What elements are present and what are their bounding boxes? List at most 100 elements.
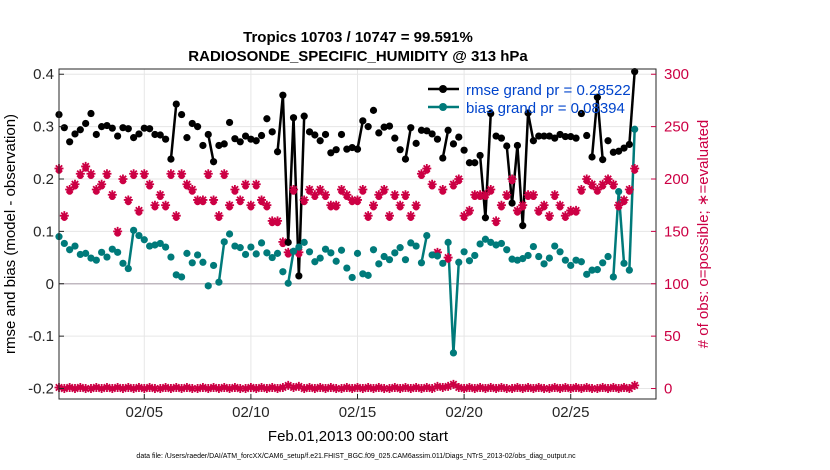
bias-segment: [452, 262, 461, 353]
obs-possible-marker: [358, 384, 368, 394]
obs-evaluated-marker: [455, 177, 462, 185]
rmse-marker: [183, 134, 191, 142]
obs-evaluated-marker: [620, 198, 628, 206]
obs-evaluated-marker: [599, 183, 606, 190]
obs-possible-marker: [576, 384, 586, 394]
obs-possible-marker: [331, 384, 341, 394]
obs-possible-marker: [347, 384, 357, 394]
obs-possible-marker: [267, 382, 277, 392]
x-tick-label: 02/10: [232, 404, 270, 421]
bias-marker: [375, 260, 383, 268]
y-right-tick-label: 300: [664, 66, 689, 83]
y-right-tick-label: 150: [664, 223, 689, 240]
bias-marker: [369, 246, 378, 254]
obs-evaluated-marker: [61, 214, 68, 221]
legend-bias-marker: [439, 103, 447, 111]
obs-evaluated-marker: [471, 193, 478, 201]
bias-marker: [199, 258, 207, 266]
rmse-marker: [199, 141, 207, 150]
bias-marker: [188, 259, 196, 267]
obs-evaluated-marker: [226, 204, 233, 211]
rmse-marker: [193, 123, 202, 131]
bias-marker: [561, 256, 569, 264]
bias-marker: [407, 239, 415, 247]
obs-evaluated-marker: [343, 193, 351, 201]
rmse-marker: [124, 125, 132, 133]
obs-possible-marker: [454, 382, 464, 392]
obs-possible-marker: [315, 382, 325, 392]
obs-possible-marker: [97, 384, 107, 394]
rmse-marker: [412, 139, 420, 147]
obs-evaluated-marker: [439, 188, 446, 195]
rmse-marker: [204, 130, 212, 139]
bias-marker: [423, 231, 431, 240]
obs-possible-marker: [528, 384, 538, 394]
obs-possible-marker: [411, 382, 421, 392]
rmse-marker: [140, 124, 148, 132]
bias-marker: [162, 243, 170, 251]
rmse-marker: [135, 130, 143, 138]
obs-possible-marker: [603, 384, 613, 394]
rmse-marker: [428, 130, 436, 138]
rmse-marker: [60, 124, 68, 132]
bias-marker: [183, 249, 191, 257]
obs-evaluated-marker: [354, 198, 361, 206]
obs-possible-marker: [177, 384, 187, 394]
rmse-marker: [417, 126, 426, 134]
rmse-segment: [516, 145, 524, 226]
obs-possible-marker: [65, 382, 75, 392]
chart-subtitle: RADIOSONDE_SPECIFIC_HUMIDITY @ 313 hPa: [188, 48, 528, 65]
obs-possible-marker: [395, 384, 405, 394]
obs-possible-marker: [390, 382, 400, 392]
obs-possible-marker: [326, 382, 336, 392]
bias-marker: [279, 268, 287, 276]
bias-marker: [433, 252, 442, 260]
bias-marker: [76, 250, 84, 259]
bias-marker: [305, 248, 314, 256]
rmse-marker: [615, 147, 623, 155]
obs-evaluated-marker: [295, 251, 303, 258]
obs-possible-marker: [129, 384, 139, 394]
obs-possible-marker: [512, 382, 522, 392]
bias-marker: [609, 273, 617, 281]
rmse-marker: [369, 106, 378, 114]
rmse-marker: [503, 142, 511, 150]
obs-possible-marker: [475, 382, 485, 392]
obs-possible-marker: [448, 379, 458, 389]
obs-evaluated-marker: [332, 204, 340, 211]
rmse-marker: [620, 144, 628, 152]
bias-marker: [167, 253, 175, 261]
obs-possible-marker: [193, 384, 203, 394]
bias-marker: [444, 238, 452, 246]
bias-marker: [220, 238, 228, 246]
obs-evaluated-marker: [519, 204, 526, 211]
obs-evaluated-marker: [221, 172, 228, 180]
rmse-marker: [337, 130, 346, 139]
obs-possible-marker: [480, 384, 490, 394]
obs-evaluated-marker: [391, 193, 399, 201]
bias-marker: [460, 248, 468, 256]
rmse-segment: [169, 103, 178, 160]
rmse-marker: [76, 126, 84, 134]
rmse-marker: [252, 137, 260, 145]
rmse-marker: [524, 109, 532, 117]
rmse-marker: [332, 146, 340, 154]
obs-possible-marker: [70, 384, 80, 394]
y-right-tick-label: 100: [664, 276, 689, 293]
rmse-marker: [460, 146, 468, 154]
rmse-marker: [130, 134, 138, 142]
obs-evaluated-marker: [514, 209, 521, 216]
rmse-marker: [156, 131, 164, 139]
obs-evaluated-marker: [269, 219, 276, 227]
obs-evaluated-marker: [428, 183, 436, 190]
obs-evaluated-marker: [135, 209, 143, 216]
obs-possible-marker: [299, 384, 309, 394]
rmse-marker: [241, 132, 250, 140]
obs-evaluated-marker: [578, 188, 585, 195]
obs-possible-marker: [91, 382, 101, 392]
obs-evaluated-marker: [316, 188, 324, 195]
rmse-marker: [225, 118, 234, 127]
obs-possible-marker: [166, 384, 176, 394]
obs-evaluated-marker: [125, 198, 132, 206]
obs-possible-marker: [59, 384, 69, 394]
